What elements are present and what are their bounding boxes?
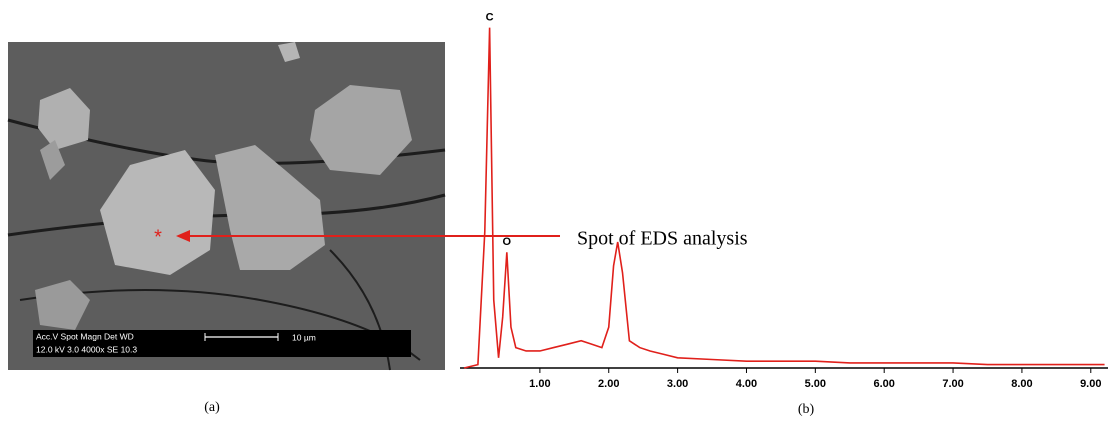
- spectrum-line: [463, 27, 1105, 369]
- x-tick-label: 8.00: [1011, 378, 1032, 390]
- x-tick-label: 9.00: [1080, 378, 1101, 390]
- x-tick-label: 3.00: [667, 378, 688, 390]
- scale-bar-label: 10 µm: [292, 332, 316, 342]
- spot-marker: *: [154, 226, 162, 248]
- panel-label: (b): [798, 402, 815, 417]
- panel-label: (a): [204, 400, 220, 415]
- x-tick-label: 7.00: [942, 378, 963, 390]
- x-tick-label: 2.00: [598, 378, 619, 390]
- peak-label: O: [503, 236, 512, 248]
- x-tick-label: 4.00: [736, 378, 757, 390]
- arrow-head: [176, 230, 190, 242]
- x-tick-label: 5.00: [805, 378, 826, 390]
- x-tick-label: 1.00: [529, 378, 550, 390]
- sem-info-values: 12.0 kV 3.0 4000x SE 10.3: [36, 344, 137, 354]
- x-tick-label: 6.00: [873, 378, 894, 390]
- peak-label: C: [486, 12, 494, 24]
- annotation: Spot of EDS analysis: [577, 228, 748, 250]
- sem-image: Acc.V Spot Magn Det WD 12.0 kV 3.0 4000x…: [7, 42, 446, 371]
- sem-info-header: Acc.V Spot Magn Det WD: [36, 331, 134, 341]
